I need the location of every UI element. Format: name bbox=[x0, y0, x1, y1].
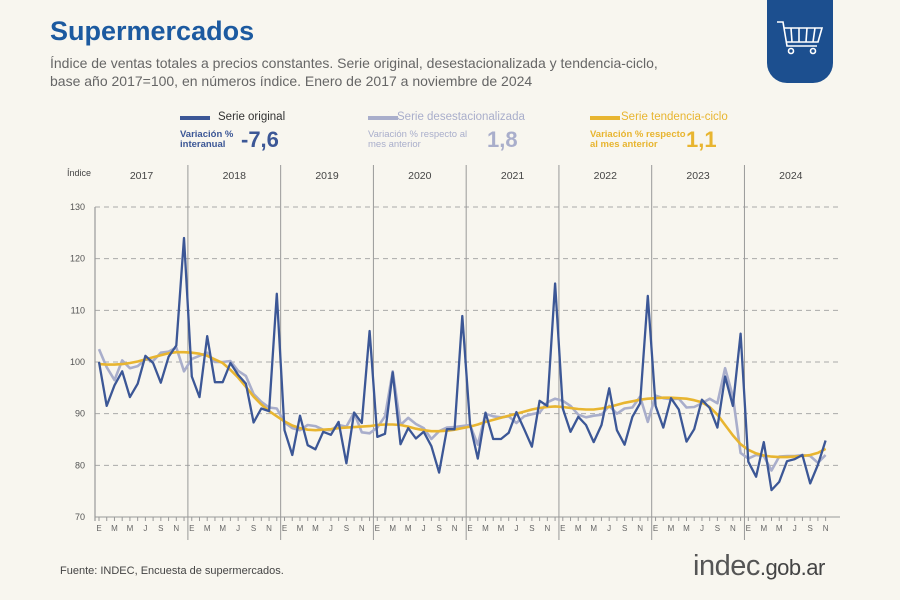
month-label: N bbox=[173, 524, 179, 533]
month-label: J bbox=[329, 524, 333, 533]
month-label: N bbox=[637, 524, 643, 533]
month-label: M bbox=[204, 524, 211, 533]
month-label: E bbox=[189, 524, 194, 533]
month-label: S bbox=[251, 524, 256, 533]
month-label: M bbox=[776, 524, 783, 533]
year-label: 2020 bbox=[408, 170, 432, 182]
month-label: S bbox=[344, 524, 349, 533]
variation-value: 1,1 bbox=[686, 127, 717, 152]
month-label: E bbox=[746, 524, 751, 533]
y-tick-label: 110 bbox=[71, 305, 85, 315]
month-label: M bbox=[405, 524, 412, 533]
legend-swatch bbox=[180, 116, 210, 120]
month-label: S bbox=[529, 524, 534, 533]
month-label: M bbox=[683, 524, 690, 533]
y-tick-label: 120 bbox=[70, 254, 85, 264]
month-label: M bbox=[111, 524, 118, 533]
month-label: E bbox=[560, 524, 565, 533]
month-label: J bbox=[514, 524, 518, 533]
year-label: 2017 bbox=[130, 170, 154, 182]
month-label: J bbox=[700, 524, 704, 533]
month-label: M bbox=[127, 524, 134, 533]
series-line-original bbox=[97, 236, 827, 492]
month-label: M bbox=[590, 524, 597, 533]
page-subtitle: Índice de ventas totales a precios const… bbox=[50, 55, 658, 89]
month-label: M bbox=[389, 524, 396, 533]
indec-logo: indec.gob.ar bbox=[693, 550, 825, 582]
month-label: S bbox=[807, 524, 812, 533]
month-label: J bbox=[607, 524, 611, 533]
month-label: E bbox=[653, 524, 658, 533]
month-label: N bbox=[359, 524, 365, 533]
variation-label: Variación % respecto al mes anterior bbox=[590, 129, 686, 150]
variation-value: -7,6 bbox=[241, 127, 279, 152]
month-label: M bbox=[219, 524, 226, 533]
variation-label: Variación % interanual bbox=[180, 129, 234, 150]
y-tick-label: 80 bbox=[75, 460, 85, 470]
month-label: M bbox=[312, 524, 319, 533]
y-tick-label: 100 bbox=[70, 357, 85, 367]
year-label: 2024 bbox=[779, 170, 803, 182]
month-label: E bbox=[375, 524, 380, 533]
month-label: S bbox=[436, 524, 441, 533]
year-label: 2022 bbox=[594, 170, 618, 182]
year-label: 2018 bbox=[223, 170, 247, 182]
month-label: N bbox=[544, 524, 550, 533]
month-label: J bbox=[422, 524, 426, 533]
year-label: 2023 bbox=[686, 170, 710, 182]
legend-label: Serie original bbox=[218, 111, 286, 123]
legend-label: Serie tendencia-ciclo bbox=[621, 111, 728, 123]
y-axis-label: Índice bbox=[67, 168, 91, 178]
y-tick-label: 70 bbox=[75, 512, 85, 522]
y-tick-label: 90 bbox=[75, 409, 85, 419]
month-label: S bbox=[622, 524, 627, 533]
month-label: E bbox=[282, 524, 287, 533]
shopping-cart-icon bbox=[767, 0, 833, 83]
page-title: Supermercados bbox=[50, 16, 255, 46]
month-label: M bbox=[668, 524, 675, 533]
variation-value: 1,8 bbox=[487, 127, 518, 152]
month-label: E bbox=[96, 524, 101, 533]
month-label: M bbox=[482, 524, 489, 533]
y-tick-label: 130 bbox=[70, 202, 85, 212]
month-label: J bbox=[793, 524, 797, 533]
month-label: N bbox=[730, 524, 736, 533]
series-line-desestacionalizada bbox=[97, 346, 827, 472]
month-label: E bbox=[467, 524, 472, 533]
month-label: M bbox=[498, 524, 505, 533]
month-label: M bbox=[575, 524, 582, 533]
month-label: J bbox=[236, 524, 240, 533]
month-label: M bbox=[297, 524, 304, 533]
month-label: N bbox=[823, 524, 829, 533]
year-label: 2021 bbox=[501, 170, 525, 182]
month-label: S bbox=[158, 524, 163, 533]
month-label: M bbox=[760, 524, 767, 533]
variation-label: Variación % respecto al mes anterior bbox=[368, 129, 468, 150]
month-label: J bbox=[143, 524, 147, 533]
month-label: S bbox=[715, 524, 720, 533]
legend-swatch bbox=[590, 116, 620, 120]
year-label: 2019 bbox=[315, 170, 339, 182]
month-label: N bbox=[452, 524, 458, 533]
legend-swatch bbox=[368, 116, 398, 120]
legend-label: Serie desestacionalizada bbox=[397, 111, 525, 123]
series-line-tendencia bbox=[98, 350, 827, 459]
month-label: N bbox=[266, 524, 272, 533]
source-note: Fuente: INDEC, Encuesta de supermercados… bbox=[60, 565, 284, 577]
